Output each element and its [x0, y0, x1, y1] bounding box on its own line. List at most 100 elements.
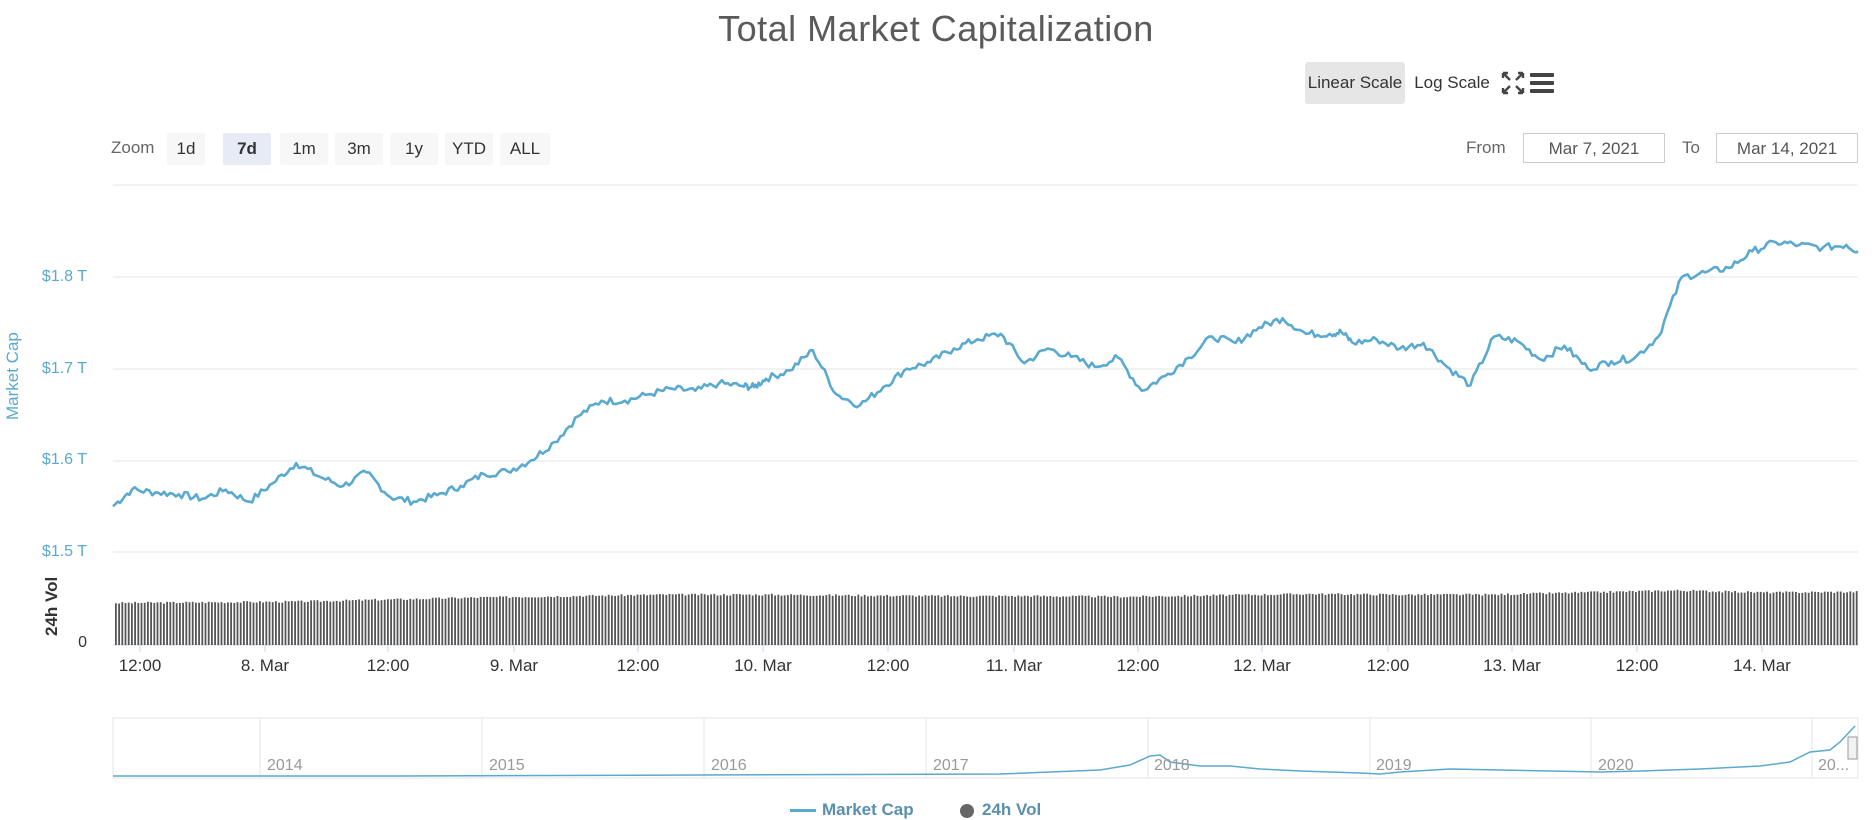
volume-bar — [310, 600, 312, 645]
volume-bar — [1046, 596, 1048, 645]
volume-bar — [998, 595, 1000, 645]
y-tick-label: $1.5 T — [41, 543, 87, 560]
volume-bar — [758, 595, 760, 645]
volume-bar — [428, 599, 431, 645]
from-date-input[interactable]: Mar 7, 2021 — [1523, 133, 1665, 163]
volume-bar — [1846, 592, 1848, 645]
volume-bar — [751, 595, 754, 645]
volume-bar — [1481, 595, 1484, 645]
y-tick-label: $1.8 T — [41, 268, 87, 285]
volume-bar — [1190, 596, 1192, 645]
hamburger-menu-icon[interactable] — [1523, 62, 1563, 104]
zoom-3m-button[interactable]: 3m — [335, 133, 383, 165]
volume-bar — [220, 602, 223, 645]
volume-bar — [1171, 596, 1173, 645]
volume-bar — [1366, 593, 1368, 645]
volume-bar — [1593, 591, 1596, 645]
volume-bar — [691, 593, 693, 645]
volume-bar — [313, 600, 316, 645]
volume-bar — [1609, 591, 1612, 645]
volume-bar — [1036, 595, 1039, 645]
volume-bar — [614, 596, 616, 645]
volume-bar — [1148, 596, 1151, 645]
volume-bar — [572, 595, 575, 645]
volume-bar — [415, 598, 418, 645]
navigator-handle[interactable] — [1847, 736, 1858, 760]
volume-bar — [1775, 591, 1778, 645]
legend-volume[interactable]: 24h Vol — [960, 800, 1041, 820]
volume-bar — [211, 602, 213, 645]
volume-bar — [975, 596, 978, 645]
volume-bar — [1395, 594, 1397, 645]
to-date-input[interactable]: Mar 14, 2021 — [1716, 133, 1858, 163]
volume-bar — [172, 601, 175, 645]
volume-bar — [287, 601, 290, 645]
volume-bar — [291, 601, 293, 645]
volume-bar — [505, 596, 508, 645]
log-scale-button[interactable]: Log Scale — [1414, 73, 1490, 92]
volume-bar — [1222, 594, 1224, 645]
volume-bar — [1139, 597, 1141, 645]
volume-bar — [1241, 594, 1244, 645]
volume-bar — [700, 593, 703, 645]
volume-bar — [1663, 591, 1666, 645]
volume-bar — [991, 595, 994, 645]
linear-scale-button[interactable]: Linear Scale — [1305, 62, 1405, 104]
volume-bar — [262, 602, 264, 645]
volume-bar — [508, 597, 511, 645]
volume-bar — [441, 598, 444, 645]
volume-bar — [825, 595, 828, 645]
volume-bar — [924, 595, 927, 645]
volume-bar — [1180, 596, 1183, 645]
volume-bar — [1228, 594, 1231, 645]
zoom-all-button[interactable]: ALL — [500, 133, 550, 165]
volume-bar — [931, 595, 933, 645]
volume-bar — [249, 601, 252, 645]
zoom-1d-button[interactable]: 1d — [167, 133, 205, 165]
volume-bar — [1299, 594, 1301, 645]
volume-bar — [1155, 596, 1157, 645]
volume-bar — [358, 599, 360, 645]
volume-bar — [1465, 593, 1468, 645]
volume-bar — [678, 593, 680, 645]
volume-bar — [713, 593, 716, 645]
navigator-series-line — [113, 725, 1856, 777]
zoom-1m-button[interactable]: 1m — [280, 133, 328, 165]
volume-bar — [207, 601, 210, 645]
volume-bar — [396, 598, 399, 645]
volume-bar — [1750, 591, 1752, 645]
volume-bar — [1084, 595, 1087, 645]
volume-bar — [1308, 593, 1311, 645]
legend-market-cap[interactable]: Market Cap — [790, 800, 914, 820]
volume-bar — [1644, 590, 1647, 645]
volume-bar — [175, 603, 178, 645]
volume-bar — [915, 596, 917, 645]
volume-bar — [1251, 595, 1253, 645]
volume-bar — [1839, 591, 1842, 645]
to-label: To — [1682, 138, 1700, 157]
volume-bar — [1203, 595, 1205, 645]
volume-bar — [1715, 592, 1717, 645]
volume-bar — [831, 595, 834, 645]
volume-bar — [1340, 594, 1343, 645]
volume-bar — [355, 600, 357, 645]
volume-bar — [684, 595, 687, 645]
volume-bar — [1686, 591, 1688, 645]
volume-bar — [1612, 592, 1615, 645]
zoom-ytd-button[interactable]: YTD — [445, 133, 493, 165]
volume-bar — [1695, 590, 1698, 645]
volume-bar — [150, 602, 152, 645]
volume-bar — [870, 595, 872, 645]
volume-bar — [902, 595, 904, 645]
volume-bar — [479, 596, 482, 645]
volume-bar — [1375, 595, 1378, 645]
fullscreen-icon[interactable] — [1493, 62, 1533, 104]
volume-bar — [1670, 590, 1672, 645]
volume-bar — [431, 597, 434, 645]
zoom-1y-button[interactable]: 1y — [390, 133, 438, 165]
zoom-7d-button[interactable]: 7d — [223, 133, 271, 165]
volume-bar — [518, 597, 520, 645]
volume-bar — [1779, 591, 1781, 645]
volume-bar — [271, 602, 274, 645]
x-tick-label: 9. Mar — [489, 656, 539, 675]
